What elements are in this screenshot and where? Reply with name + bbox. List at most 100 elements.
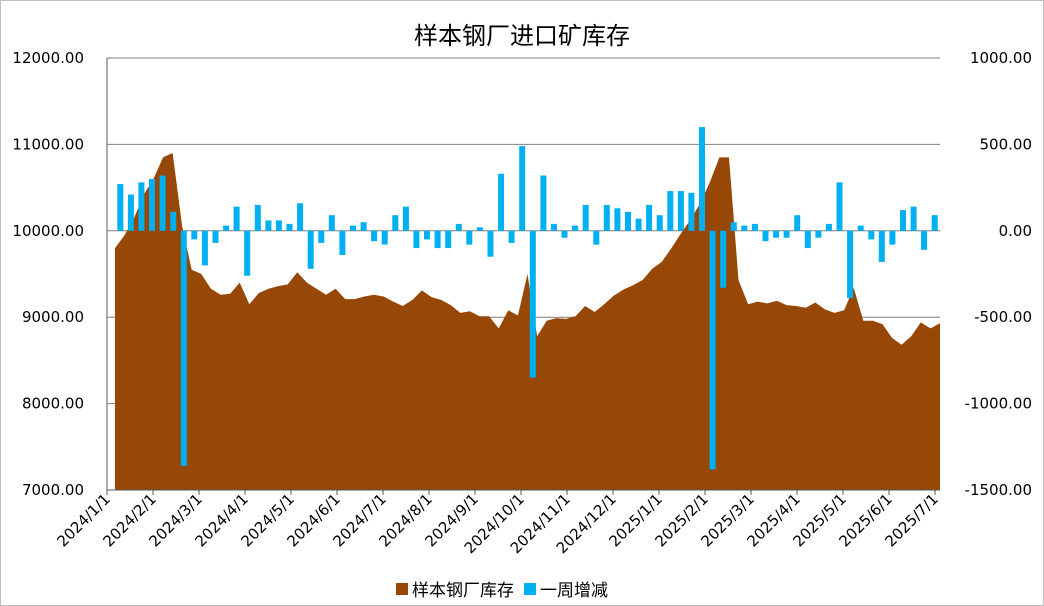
weekly-bar (445, 230, 452, 249)
weekly-bar (381, 230, 388, 245)
left-tick-label: 11000.00 (12, 135, 84, 153)
chart-title: 样本钢厂进口矿库存 (414, 22, 630, 50)
weekly-bar (582, 204, 589, 231)
weekly-bar (794, 215, 801, 231)
weekly-bar (318, 230, 325, 243)
weekly-bar (233, 206, 240, 231)
legend: 样本钢厂库存 一周增减 (396, 576, 618, 601)
weekly-bar (540, 175, 547, 231)
weekly-bar (339, 230, 346, 255)
weekly-bar (889, 230, 896, 245)
weekly-bar (244, 230, 251, 276)
weekly-bar (455, 223, 462, 231)
weekly-bar (424, 230, 430, 240)
weekly-bar (286, 223, 293, 231)
weekly-bar (265, 220, 272, 231)
legend-swatch-inventory (396, 582, 408, 595)
weekly-bar (921, 230, 928, 250)
weekly-bar (656, 215, 663, 231)
weekly-bar (466, 230, 473, 245)
weekly-bar (223, 225, 230, 231)
weekly-bar (413, 230, 420, 249)
weekly-bar (170, 211, 177, 231)
weekly-bar (773, 230, 780, 238)
weekly-bar (572, 225, 579, 231)
weekly-bar (561, 230, 568, 238)
weekly-bar (508, 230, 515, 243)
weekly-bar (931, 215, 938, 231)
weekly-bar (910, 206, 917, 231)
weekly-bar (614, 208, 621, 231)
inventory-area (115, 153, 940, 490)
weekly-bar (498, 173, 505, 231)
legend-swatch-weekly (524, 582, 536, 595)
weekly-bar (646, 204, 653, 231)
weekly-bar (847, 230, 854, 299)
weekly-bar (371, 230, 378, 242)
right-tick-label: -1000.00 (965, 395, 1032, 413)
weekly-bar (519, 146, 526, 231)
weekly-bar (529, 230, 536, 378)
weekly-bar (360, 222, 367, 231)
weekly-bar (815, 230, 822, 238)
weekly-bar (212, 230, 219, 243)
weekly-bar (878, 230, 885, 262)
weekly-bar (550, 223, 557, 231)
weekly-bar (836, 182, 843, 231)
right-tick-label: -1500.00 (965, 481, 1032, 499)
weekly-bar (350, 225, 356, 231)
weekly-bar (635, 218, 642, 231)
weekly-bar (825, 223, 832, 231)
right-tick-label: 500.00 (980, 135, 1033, 153)
left-tick-label: 7000.00 (22, 481, 84, 499)
weekly-bar (720, 230, 727, 288)
weekly-bar (117, 184, 124, 231)
weekly-bar (434, 230, 441, 249)
weekly-bar (180, 230, 187, 466)
weekly-bar (688, 192, 695, 231)
weekly-bar (201, 230, 208, 266)
legend-item-inventory: 样本钢厂库存 (396, 576, 514, 601)
legend-item-weekly: 一周增减 (524, 576, 608, 601)
weekly-bar (138, 182, 145, 231)
weekly-bar (593, 230, 600, 245)
left-tick-label: 12000.00 (12, 49, 84, 67)
right-tick-label: 0.00 (999, 222, 1032, 240)
weekly-bar (487, 230, 494, 257)
weekly-bar (741, 225, 748, 231)
legend-label-weekly: 一周增减 (540, 581, 608, 601)
weekly-bar (149, 179, 155, 231)
weekly-bar (868, 230, 875, 240)
weekly-bar (603, 204, 610, 231)
weekly-bar (751, 223, 758, 231)
weekly-bar (762, 230, 769, 242)
weekly-bar (275, 220, 282, 231)
weekly-bar (783, 230, 790, 238)
weekly-bar (191, 230, 198, 240)
weekly-bar (900, 210, 906, 231)
weekly-bar (307, 230, 314, 269)
weekly-bar (476, 227, 483, 231)
weekly-bar (709, 230, 716, 470)
weekly-bar (297, 203, 304, 231)
right-tick-label: -500.00 (974, 308, 1032, 326)
weekly-bar (857, 225, 864, 231)
weekly-bar (328, 215, 335, 231)
weekly-bar (254, 204, 261, 231)
left-tick-label: 9000.00 (22, 308, 84, 326)
weekly-bar (667, 191, 674, 231)
weekly-bar (730, 222, 737, 231)
weekly-bar (392, 215, 399, 231)
right-tick-label: 1000.00 (970, 49, 1032, 67)
legend-label-inventory: 样本钢厂库存 (412, 581, 514, 601)
left-tick-label: 8000.00 (22, 395, 84, 413)
weekly-bar (677, 191, 684, 231)
weekly-bar (625, 211, 631, 231)
weekly-bar (402, 206, 409, 231)
weekly-bar (804, 230, 811, 249)
left-tick-label: 10000.00 (12, 222, 84, 240)
weekly-bar (127, 194, 134, 231)
weekly-bar (159, 175, 166, 231)
weekly-bar (699, 127, 705, 231)
